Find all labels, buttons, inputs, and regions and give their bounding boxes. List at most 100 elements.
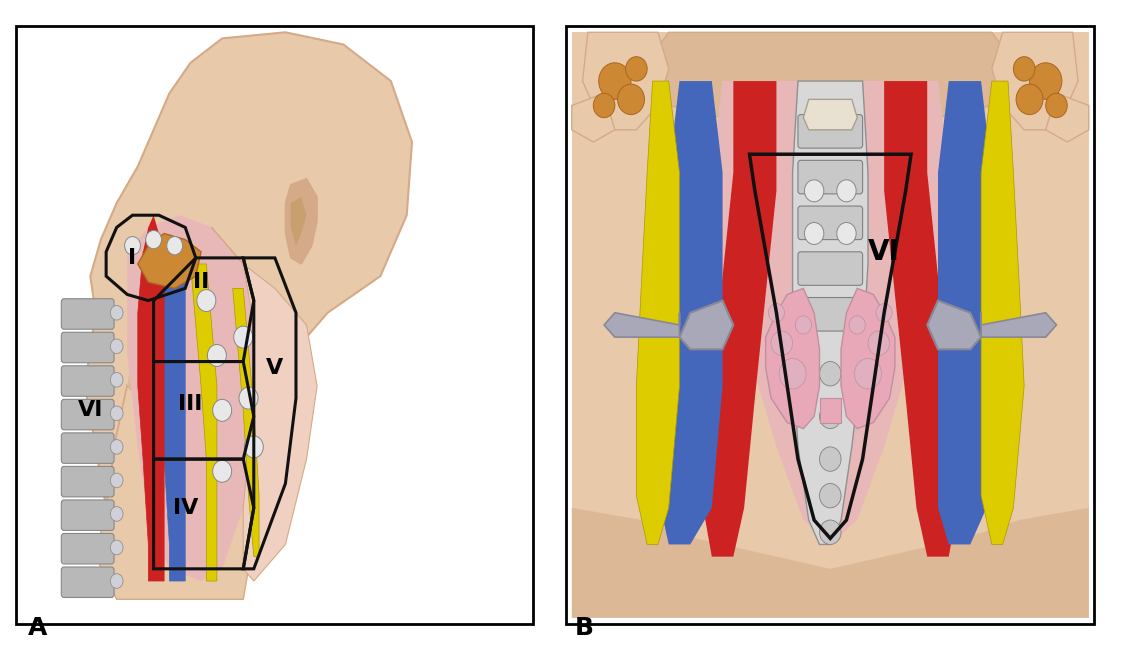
FancyBboxPatch shape [62, 399, 114, 430]
Circle shape [110, 574, 123, 588]
Circle shape [795, 316, 811, 334]
Circle shape [239, 387, 258, 409]
Polygon shape [803, 99, 857, 130]
Circle shape [167, 237, 183, 255]
Circle shape [594, 93, 615, 118]
Polygon shape [701, 81, 776, 557]
Circle shape [626, 57, 647, 81]
Polygon shape [680, 301, 734, 349]
Polygon shape [291, 197, 306, 246]
Polygon shape [765, 288, 819, 429]
Polygon shape [567, 26, 1094, 624]
Circle shape [804, 222, 824, 245]
FancyBboxPatch shape [62, 500, 114, 531]
Circle shape [769, 304, 784, 322]
Circle shape [804, 180, 824, 202]
FancyBboxPatch shape [798, 160, 863, 194]
FancyBboxPatch shape [798, 297, 863, 331]
Polygon shape [981, 313, 1057, 337]
Circle shape [837, 180, 856, 202]
Polygon shape [842, 288, 895, 429]
Polygon shape [992, 32, 1078, 130]
Circle shape [617, 84, 644, 115]
Polygon shape [138, 234, 201, 288]
FancyBboxPatch shape [62, 567, 114, 598]
Circle shape [779, 358, 806, 389]
Circle shape [110, 440, 123, 454]
Circle shape [1017, 84, 1043, 115]
Polygon shape [884, 81, 959, 557]
FancyBboxPatch shape [62, 433, 114, 464]
Circle shape [110, 507, 123, 521]
Polygon shape [642, 32, 1019, 118]
Polygon shape [1046, 93, 1088, 142]
Circle shape [213, 399, 231, 421]
FancyBboxPatch shape [798, 252, 863, 285]
Polygon shape [285, 179, 318, 264]
Polygon shape [819, 398, 842, 423]
Polygon shape [657, 81, 723, 545]
Polygon shape [792, 81, 868, 545]
Polygon shape [142, 215, 164, 276]
Circle shape [208, 344, 227, 366]
FancyBboxPatch shape [62, 366, 114, 396]
Circle shape [110, 406, 123, 421]
Circle shape [771, 331, 792, 356]
Circle shape [110, 339, 123, 354]
Text: VI: VI [77, 400, 103, 420]
Text: III: III [178, 394, 203, 414]
Circle shape [110, 473, 123, 488]
Circle shape [245, 436, 264, 458]
Polygon shape [127, 252, 243, 429]
Circle shape [855, 358, 882, 389]
Circle shape [876, 304, 892, 322]
Polygon shape [85, 32, 412, 508]
Text: I: I [128, 248, 137, 268]
Polygon shape [938, 81, 1003, 545]
Polygon shape [572, 32, 1088, 618]
Circle shape [837, 222, 856, 245]
Polygon shape [212, 227, 318, 581]
Polygon shape [981, 81, 1024, 545]
FancyBboxPatch shape [798, 115, 863, 148]
Polygon shape [17, 26, 533, 624]
Polygon shape [636, 81, 680, 545]
FancyBboxPatch shape [62, 299, 114, 329]
FancyBboxPatch shape [62, 466, 114, 497]
Circle shape [196, 289, 215, 312]
Circle shape [110, 306, 123, 320]
Circle shape [125, 237, 140, 255]
FancyBboxPatch shape [798, 206, 863, 240]
Circle shape [819, 520, 842, 545]
Circle shape [599, 63, 631, 99]
Circle shape [110, 373, 123, 387]
Polygon shape [138, 252, 164, 581]
Text: VI: VI [868, 238, 900, 266]
Polygon shape [232, 288, 259, 557]
Text: II: II [193, 272, 209, 292]
Circle shape [819, 362, 842, 386]
Text: V: V [266, 358, 284, 378]
Polygon shape [572, 508, 1088, 618]
Circle shape [819, 447, 842, 471]
Polygon shape [604, 313, 680, 337]
Polygon shape [191, 264, 217, 581]
Circle shape [868, 331, 890, 356]
Polygon shape [572, 93, 615, 142]
Circle shape [233, 326, 252, 348]
Polygon shape [127, 215, 254, 581]
Circle shape [1046, 93, 1067, 118]
Circle shape [1030, 63, 1061, 99]
Text: A: A [28, 616, 47, 640]
Polygon shape [95, 386, 259, 599]
Polygon shape [711, 81, 949, 545]
Polygon shape [927, 301, 981, 349]
Text: B: B [574, 616, 594, 640]
FancyBboxPatch shape [62, 533, 114, 564]
Circle shape [213, 460, 231, 482]
Circle shape [819, 404, 842, 429]
FancyBboxPatch shape [62, 332, 114, 362]
Circle shape [1013, 57, 1034, 81]
Text: IV: IV [173, 498, 197, 518]
Polygon shape [159, 252, 185, 581]
